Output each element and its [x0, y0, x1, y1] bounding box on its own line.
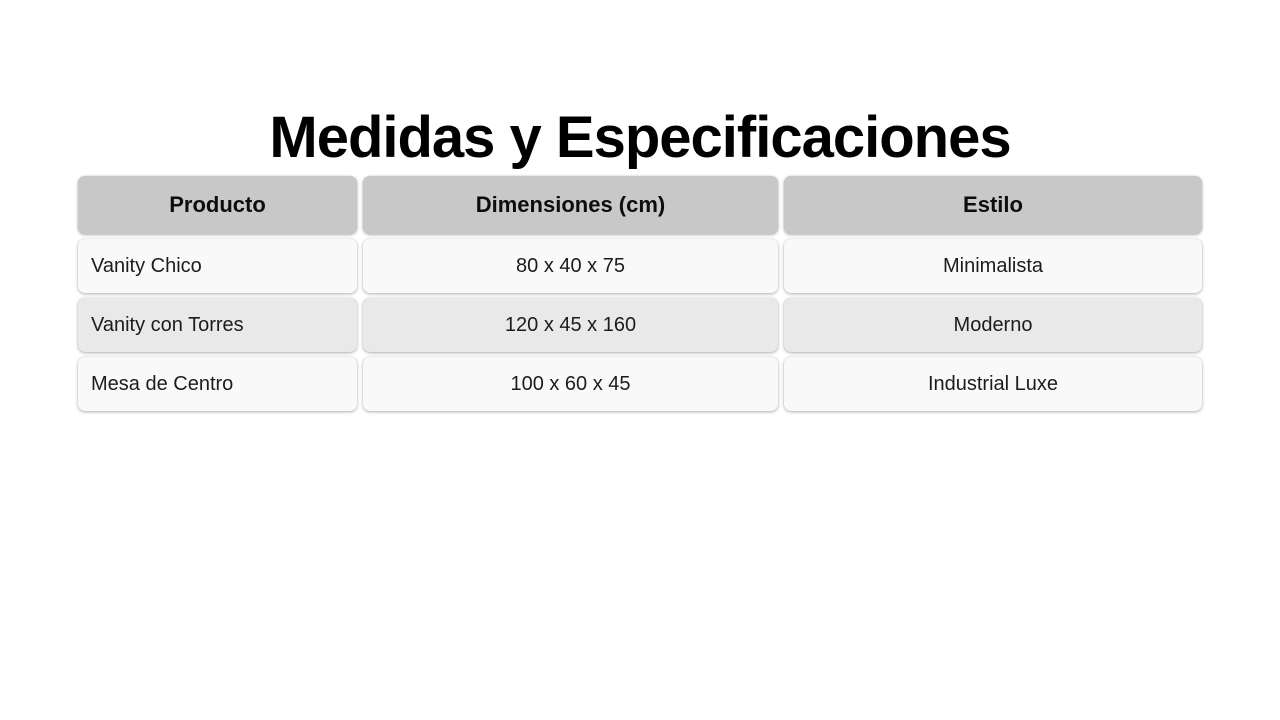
page-title: Medidas y Especificaciones [269, 104, 1011, 170]
specifications-table: Producto Dimensiones (cm) Estilo Vanity … [78, 176, 1202, 411]
table-cell-style: Moderno [784, 298, 1202, 352]
column-header-producto: Producto [78, 176, 357, 234]
table-cell-dimensions: 100 x 60 x 45 [363, 357, 778, 411]
column-header-dimensiones: Dimensiones (cm) [363, 176, 778, 234]
table-cell-dimensions: 120 x 45 x 160 [363, 298, 778, 352]
table-cell-style: Industrial Luxe [784, 357, 1202, 411]
table-cell-product: Vanity con Torres [78, 298, 357, 352]
table-cell-product: Mesa de Centro [78, 357, 357, 411]
column-header-estilo: Estilo [784, 176, 1202, 234]
table-cell-dimensions: 80 x 40 x 75 [363, 239, 778, 293]
table-cell-product: Vanity Chico [78, 239, 357, 293]
table-cell-style: Minimalista [784, 239, 1202, 293]
